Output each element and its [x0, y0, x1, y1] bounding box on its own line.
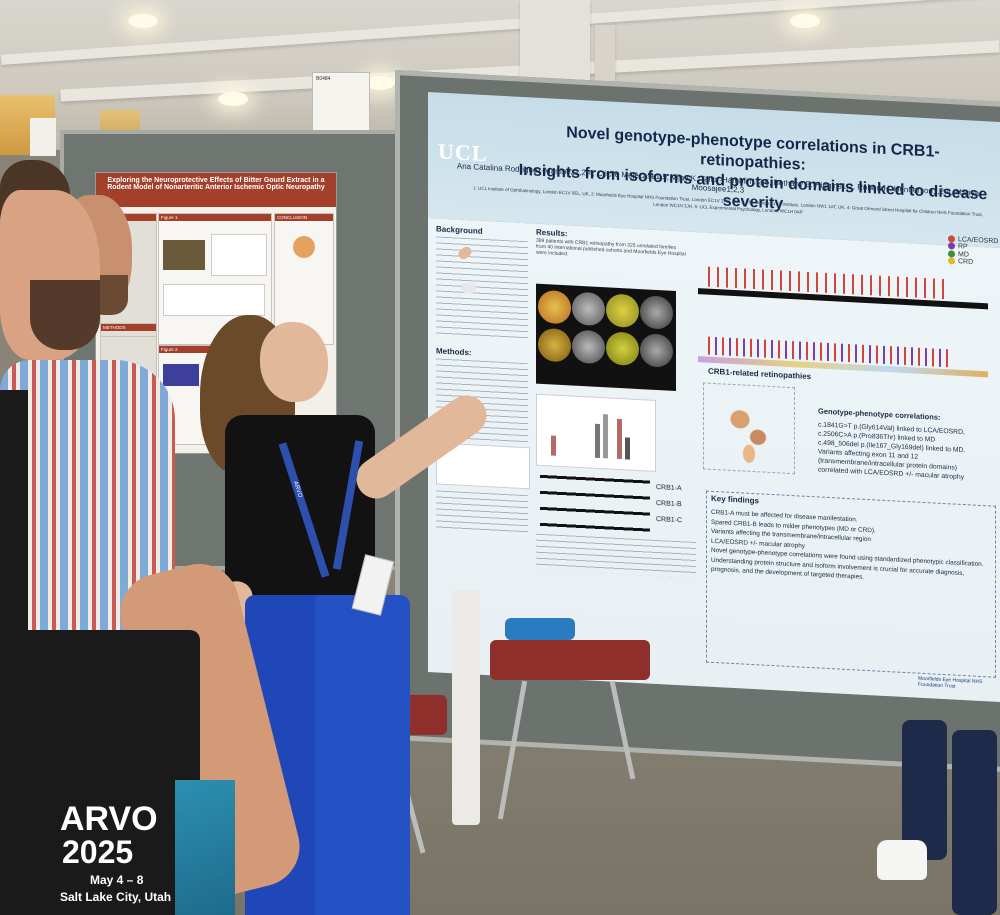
legend-dot	[948, 242, 955, 250]
results-text: 389 patients with CRB1 retinopathy from …	[536, 237, 686, 258]
isoform-bar-chart	[536, 393, 656, 472]
left-poster-col: Figure 1	[158, 213, 272, 345]
fundus-image	[538, 327, 571, 363]
chair-leg	[609, 680, 636, 780]
isoform-label: CRB1-A	[656, 483, 682, 493]
isoform-exon-diagram	[540, 468, 650, 535]
ceiling-light	[365, 76, 395, 90]
isoform-label: CRB1-B	[656, 499, 682, 509]
tote-brand: ARVO	[60, 800, 158, 838]
left-poster-section: CONCLUSION	[275, 214, 333, 221]
left-poster-section: Figure 1	[159, 214, 271, 221]
fundus-image-grid	[536, 283, 676, 391]
ceiling-light	[128, 14, 158, 28]
left-poster-header: Exploring the Neuroprotective Effects of…	[96, 173, 336, 207]
tote-dates: May 4 – 8	[90, 873, 144, 887]
results-heading: Results:	[536, 227, 568, 239]
tote-location: Salt Lake City, Utah	[60, 890, 172, 904]
smartwatch	[462, 283, 476, 293]
trouser-leg	[902, 720, 947, 860]
moorfields-logo: Moorfields Eye Hospital NHS Foundation T…	[918, 675, 983, 690]
results-notes	[536, 533, 696, 579]
folding-chair-right	[480, 600, 650, 820]
hanging-sign-label: B0484	[316, 76, 331, 82]
presenter: ARVO	[190, 244, 540, 915]
tote-year: 2025	[62, 834, 134, 870]
fundus-image	[640, 333, 673, 368]
key-findings-box: Key findings CRB1-A must be affected for…	[706, 490, 996, 678]
chair-seat	[490, 640, 650, 680]
presenter-trouser-leg	[315, 595, 410, 915]
fundus-image	[572, 291, 605, 327]
ceiling-light	[790, 14, 820, 28]
person-background-right	[877, 720, 1000, 915]
trouser-leg	[952, 730, 997, 915]
fundus-image	[640, 295, 673, 330]
legend-dot	[948, 257, 955, 265]
bar	[617, 418, 622, 460]
figure-chart	[163, 284, 265, 316]
legend-label: CRD	[958, 258, 974, 266]
bar	[603, 414, 608, 459]
phenotype-legend: LCA/EOSRD RP MD CRD	[948, 235, 998, 267]
fundus-image	[606, 331, 639, 367]
board-post	[452, 590, 480, 825]
figure-image	[163, 240, 205, 270]
correlations-list: c.1841G>T p.(Gly614Val) linked to LCA/EO…	[818, 420, 998, 483]
beard	[30, 280, 100, 350]
figure-image	[163, 364, 199, 386]
bar	[551, 435, 556, 456]
conclusion-diagram	[293, 236, 315, 258]
ceiling-light	[218, 92, 248, 106]
foreground-man: ARVO 2025 May 4 – 8 Salt Lake City, Utah	[0, 160, 309, 915]
key-findings-heading: Key findings	[711, 493, 760, 506]
blue-bag-on-chair	[505, 618, 575, 640]
blue-bag-strap	[175, 780, 235, 915]
key-findings-list: CRB1-A must be affected for disease mani…	[711, 508, 991, 589]
left-poster-title: Exploring the Neuroprotective Effects of…	[107, 177, 325, 191]
left-poster-col: METHODS	[100, 323, 157, 337]
left-poster-section: METHODS	[101, 324, 156, 331]
isoform-label: CRB1-C	[656, 515, 683, 525]
figure-chart	[211, 234, 267, 276]
tote-bag: ARVO 2025 May 4 – 8 Salt Lake City, Utah	[0, 630, 200, 915]
fundus-image	[572, 329, 605, 365]
legend-dot	[948, 249, 955, 258]
fundus-image	[538, 289, 571, 325]
protein-structure-image	[703, 382, 795, 475]
paper-sign	[30, 118, 56, 156]
bar	[625, 437, 630, 460]
isoform-labels: CRB1-A CRB1-B CRB1-C	[656, 480, 682, 529]
background-heading: Background	[436, 224, 483, 236]
legend-dot	[948, 235, 955, 243]
sneaker	[877, 840, 927, 880]
hanging-sign: B0484	[312, 72, 370, 132]
fundus-image	[606, 293, 639, 329]
bar	[595, 423, 600, 459]
presenter-face	[260, 322, 328, 402]
